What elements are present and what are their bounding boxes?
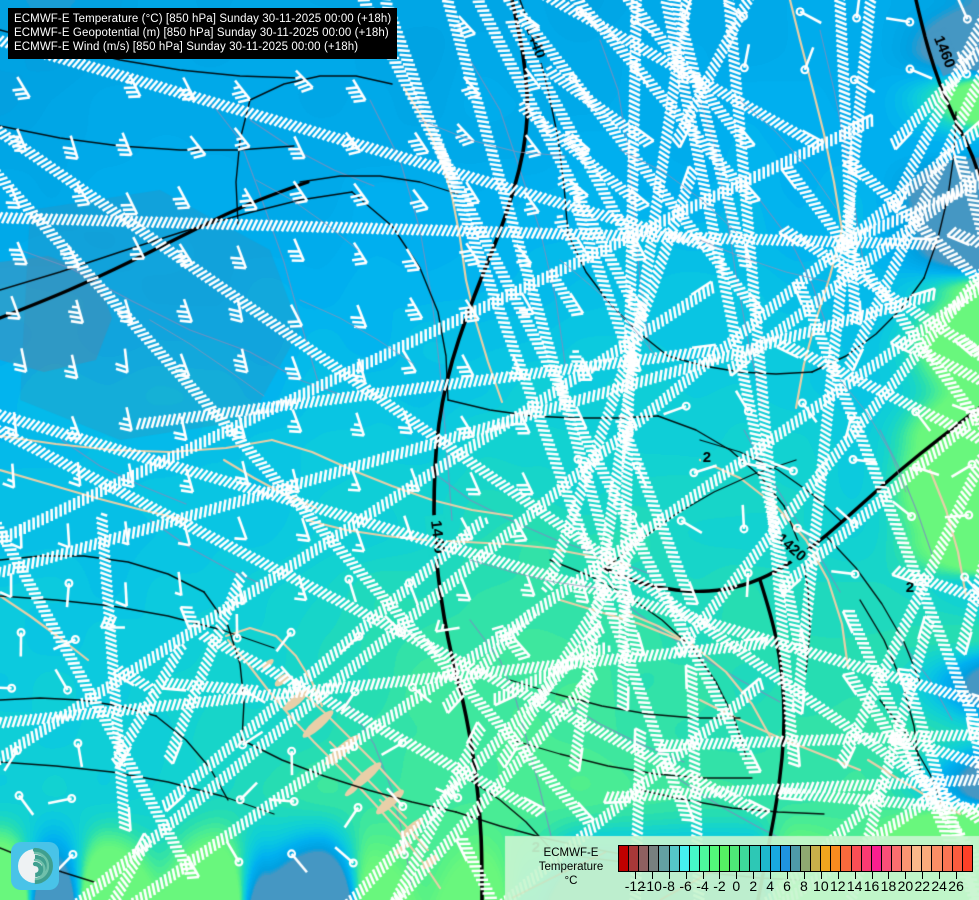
colorbar-tick-label: 12 <box>829 878 846 894</box>
colorbar-tick-label: 0 <box>732 878 741 894</box>
colorbar-tick-label: 4 <box>766 878 775 894</box>
title-line-temperature: ECMWF-E Temperature (°C) [850 hPa] Sunda… <box>14 13 392 25</box>
colorbar-tick <box>854 872 856 879</box>
colorbar-tick-label: -6 <box>679 878 692 894</box>
colorbar-tick-label: 6 <box>783 878 791 894</box>
colorbar-swatch <box>902 846 913 871</box>
temperature-legend: ECMWF-E Temperature °C -12 -10 -8 -6 -4 -2 0 2 4… <box>528 843 979 900</box>
colorbar-swatch <box>811 846 822 871</box>
colorbar-tick-label: 2 <box>749 878 758 894</box>
colorbar-swatch <box>669 846 680 871</box>
colorbar-tick-label: 8 <box>800 878 808 894</box>
colorbar-swatch <box>659 846 670 871</box>
colorbar-tick <box>736 872 738 879</box>
colorbar-tick-label: -10 <box>641 878 662 894</box>
colorbar-swatch <box>730 846 741 871</box>
colorbar-swatch <box>689 846 700 871</box>
colorbar-swatch <box>639 846 650 871</box>
colorbar-swatch <box>831 846 842 871</box>
colorbar-swatch <box>861 846 872 871</box>
colorbar-swatch <box>912 846 923 871</box>
colorbar-tick-label: -2 <box>713 878 726 894</box>
colorbar-tick <box>719 872 721 879</box>
colorbar-swatch <box>790 846 801 871</box>
colorbar-tick <box>888 872 890 879</box>
colorbar-tick <box>770 872 772 879</box>
spiral-logo-icon <box>18 847 53 885</box>
colorbar-swatch <box>770 846 781 871</box>
colorbar-swatch <box>891 846 903 871</box>
colorbar-tick-label: 10 <box>813 878 829 894</box>
colorbar-swatch <box>922 846 933 871</box>
colorbar-tick <box>634 872 636 879</box>
chart-title-box: ECMWF-E Temperature (°C) [850 hPa] Sunda… <box>8 8 398 59</box>
colorbar-tick-label: 14 <box>846 878 863 894</box>
colorbar-swatch <box>851 846 862 871</box>
colorbar-tick <box>905 872 907 879</box>
colorbar-tick <box>753 872 755 879</box>
colorbar-tick <box>803 872 805 879</box>
colorbar-tick-label: 20 <box>897 878 914 894</box>
colorbar-swatch <box>821 846 832 871</box>
colorbar-swatch <box>740 846 751 871</box>
colorbar-tick <box>820 872 822 879</box>
colorbar-swatch <box>932 846 943 871</box>
colorbar-swatch <box>679 846 690 871</box>
colorbar-swatch <box>871 846 882 871</box>
title-line-geopotential: ECMWF-E Geopotential (m) [850 hPa] Sunda… <box>14 27 389 39</box>
colorbar-tick-label: 18 <box>880 878 897 894</box>
colorbar-swatch <box>760 846 771 871</box>
legend-title-units: °C <box>564 875 578 887</box>
colorbar-swatch <box>942 846 953 871</box>
colorbar[interactable] <box>618 845 973 872</box>
colorbar-tick-label: 22 <box>914 878 931 894</box>
colorbar-tick <box>651 872 653 879</box>
colorbar-tick <box>837 872 839 879</box>
colorbar-tick <box>956 872 958 879</box>
colorbar-tick-label: -12 <box>624 878 646 894</box>
colorbar-tick-labels: -12 -10 -8 -6 -4 -2 0 2 4 6 8 10 12 14 16 18 20 22 24 26 <box>618 877 973 897</box>
colorbar-swatch <box>699 846 710 871</box>
colorbar-swatch <box>962 846 972 871</box>
colorbar-swatch <box>952 846 963 871</box>
colorbar-swatch <box>750 846 761 871</box>
colorbar-tick-label: -8 <box>662 878 675 894</box>
colorbar-swatch <box>841 846 852 871</box>
spiral-logo[interactable] <box>11 842 59 890</box>
colorbar-tick <box>871 872 873 879</box>
colorbar-swatch <box>800 846 812 871</box>
colorbar-tick-label: 16 <box>863 878 880 894</box>
colorbar-swatch <box>629 846 640 871</box>
colorbar-swatch <box>780 846 791 871</box>
colorbar-ticks <box>618 872 973 879</box>
colorbar-tick-label: -4 <box>696 878 709 894</box>
colorbar-tick <box>939 872 941 879</box>
title-line-wind: ECMWF-E Wind (m/s) [850 hPa] Sunday 30-1… <box>14 41 359 53</box>
colorbar-swatch <box>881 846 892 871</box>
colorbar-swatch <box>720 846 731 871</box>
legend-title-parameter: Temperature <box>538 861 604 873</box>
colorbar-container[interactable]: -12 -10 -8 -6 -4 -2 0 2 4 6 8 10 12 14 16 18 20 22 24 26 <box>618 845 973 900</box>
colorbar-tick <box>922 872 924 879</box>
legend-title: ECMWF-E Temperature °C <box>528 846 614 888</box>
colorbar-swatch <box>619 846 630 871</box>
colorbar-tick <box>702 872 704 879</box>
colorbar-tick <box>668 872 670 879</box>
colorbar-tick <box>685 872 687 879</box>
colorbar-tick <box>787 872 789 879</box>
colorbar-tick-label: 24 <box>931 878 947 894</box>
legend-title-model: ECMWF-E <box>543 847 599 859</box>
colorbar-tick-label: 26 <box>948 878 964 894</box>
colorbar-swatch <box>649 846 660 871</box>
colorbar-swatch <box>709 846 721 871</box>
